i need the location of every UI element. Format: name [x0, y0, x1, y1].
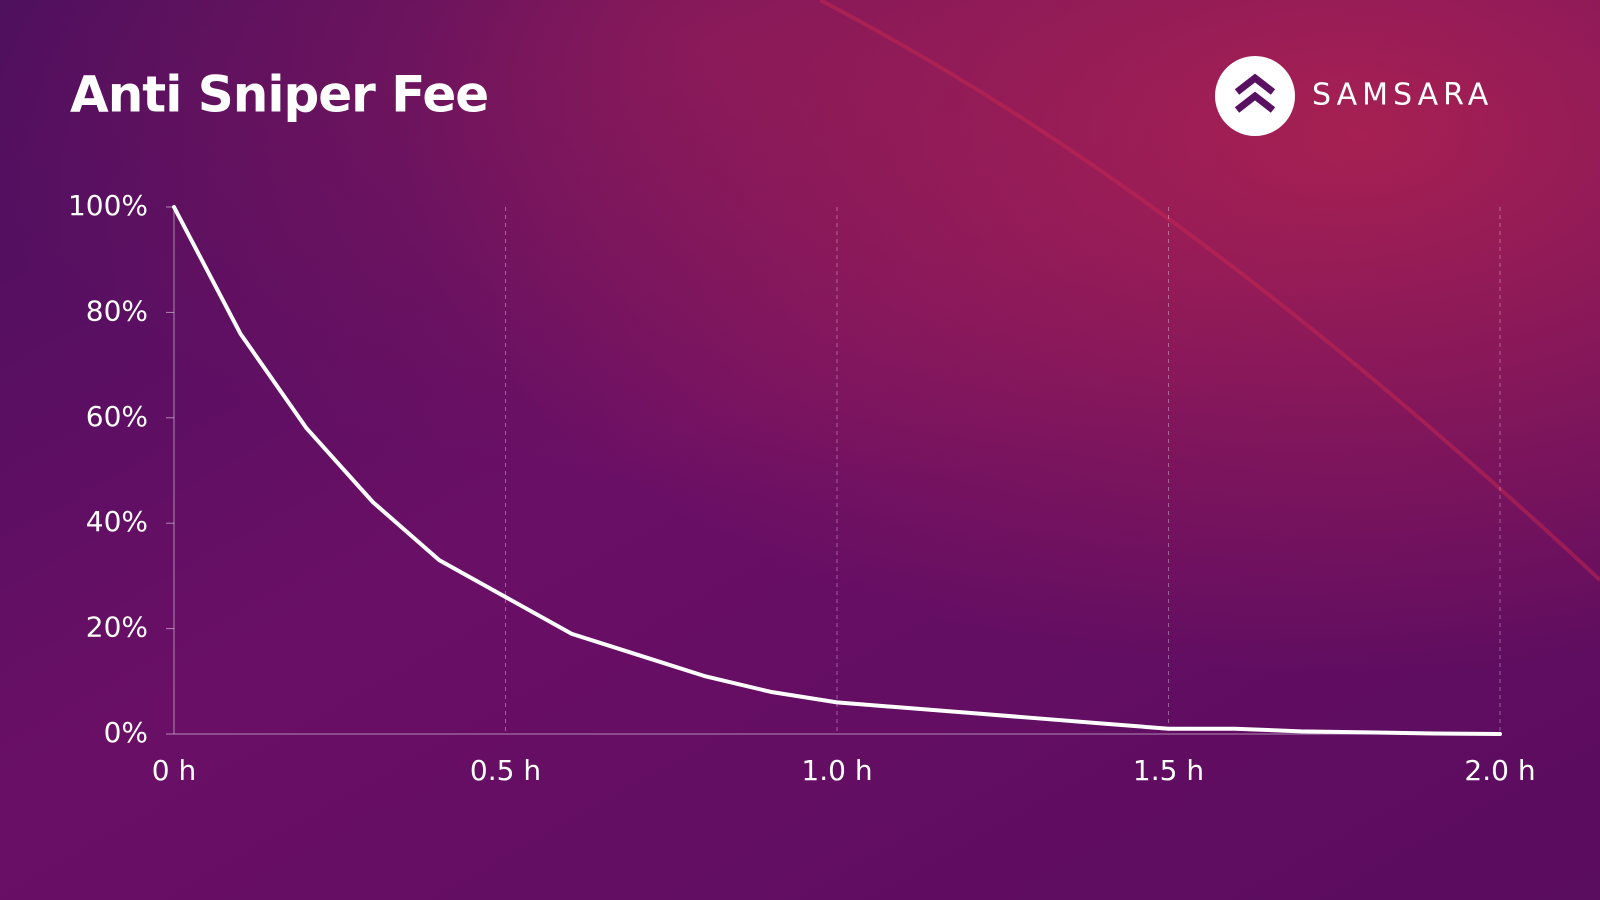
brand-name: SAMSARA — [1312, 78, 1493, 113]
background-stroke — [819, 0, 1600, 582]
y-tick-label: 100% — [68, 189, 148, 222]
y-tick-label: 20% — [86, 611, 148, 644]
x-tick-label: 1.0 h — [801, 754, 872, 787]
chart-title: Anti Sniper Fee — [70, 66, 488, 124]
y-tick-label: 60% — [86, 400, 148, 433]
x-tick-label: 2.0 h — [1464, 754, 1535, 787]
y-tick-label: 80% — [86, 294, 148, 327]
x-tick-label: 0 h — [152, 754, 196, 787]
logo-chevrons — [1234, 73, 1276, 113]
y-tick-label: 40% — [86, 505, 148, 538]
logo: SAMSARA — [1215, 56, 1493, 136]
y-tick-label: 0% — [104, 716, 148, 749]
x-tick-label: 0.5 h — [470, 754, 541, 787]
x-tick-label: 1.5 h — [1133, 754, 1204, 787]
fee-line — [172, 205, 1502, 736]
